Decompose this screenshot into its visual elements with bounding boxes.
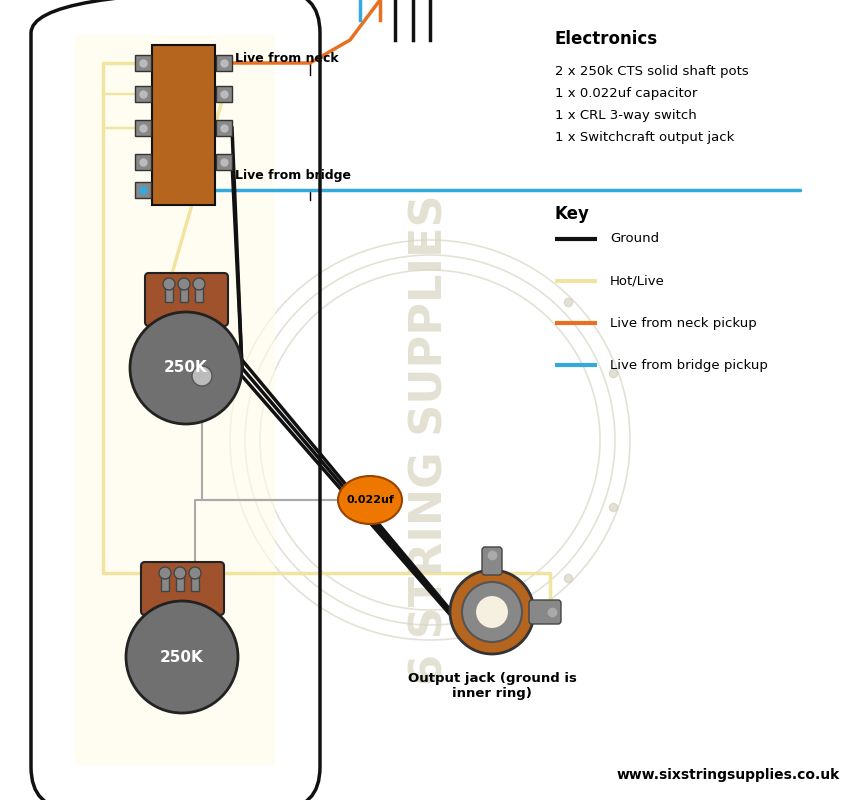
Bar (216, 86, 232, 102)
Circle shape (192, 366, 212, 386)
Circle shape (189, 567, 201, 579)
Bar (216, 120, 232, 136)
Text: 2 x 250k CTS solid shaft pots: 2 x 250k CTS solid shaft pots (555, 65, 749, 78)
Text: 0.022uf: 0.022uf (346, 495, 394, 505)
Text: Live from bridge pickup: Live from bridge pickup (610, 358, 768, 371)
Bar (135, 55, 151, 71)
Text: Output jack (ground is
inner ring): Output jack (ground is inner ring) (408, 672, 576, 700)
Circle shape (174, 567, 186, 579)
Text: www.sixstringsupplies.co.uk: www.sixstringsupplies.co.uk (617, 768, 840, 782)
FancyBboxPatch shape (141, 562, 224, 615)
Bar (152, 45, 215, 205)
Text: Electronics: Electronics (555, 30, 658, 48)
Text: 1 x Switchcraft output jack: 1 x Switchcraft output jack (555, 131, 734, 144)
Bar (135, 86, 151, 102)
Circle shape (163, 278, 175, 290)
Bar (176, 571, 184, 591)
FancyBboxPatch shape (482, 547, 502, 575)
Circle shape (178, 278, 190, 290)
Text: 250K: 250K (164, 361, 208, 375)
Text: Ground: Ground (610, 233, 660, 246)
Bar (161, 571, 169, 591)
Bar (135, 182, 151, 198)
Circle shape (462, 582, 522, 642)
Text: Live from bridge: Live from bridge (235, 169, 351, 182)
Circle shape (126, 601, 238, 713)
FancyBboxPatch shape (529, 600, 561, 624)
Circle shape (130, 312, 242, 424)
Bar (135, 154, 151, 170)
Bar (191, 571, 199, 591)
Text: 1 x CRL 3-way switch: 1 x CRL 3-way switch (555, 109, 697, 122)
Circle shape (450, 570, 534, 654)
Ellipse shape (338, 476, 402, 524)
FancyBboxPatch shape (75, 35, 275, 765)
Text: 6 STRING SUPPLIES: 6 STRING SUPPLIES (408, 194, 452, 686)
Text: 1 x 0.022uf capacitor: 1 x 0.022uf capacitor (555, 87, 697, 100)
Bar (135, 120, 151, 136)
Text: Live from neck pickup: Live from neck pickup (610, 317, 757, 330)
Text: Live from neck: Live from neck (235, 52, 339, 65)
Text: Key: Key (555, 205, 590, 223)
Bar (180, 282, 188, 302)
FancyBboxPatch shape (145, 273, 228, 326)
Bar (195, 282, 203, 302)
Bar (216, 154, 232, 170)
Text: 250K: 250K (160, 650, 204, 665)
Circle shape (193, 278, 205, 290)
Bar (216, 55, 232, 71)
Bar (165, 282, 173, 302)
Text: Hot/Live: Hot/Live (610, 274, 665, 287)
Circle shape (159, 567, 171, 579)
Circle shape (475, 595, 509, 629)
